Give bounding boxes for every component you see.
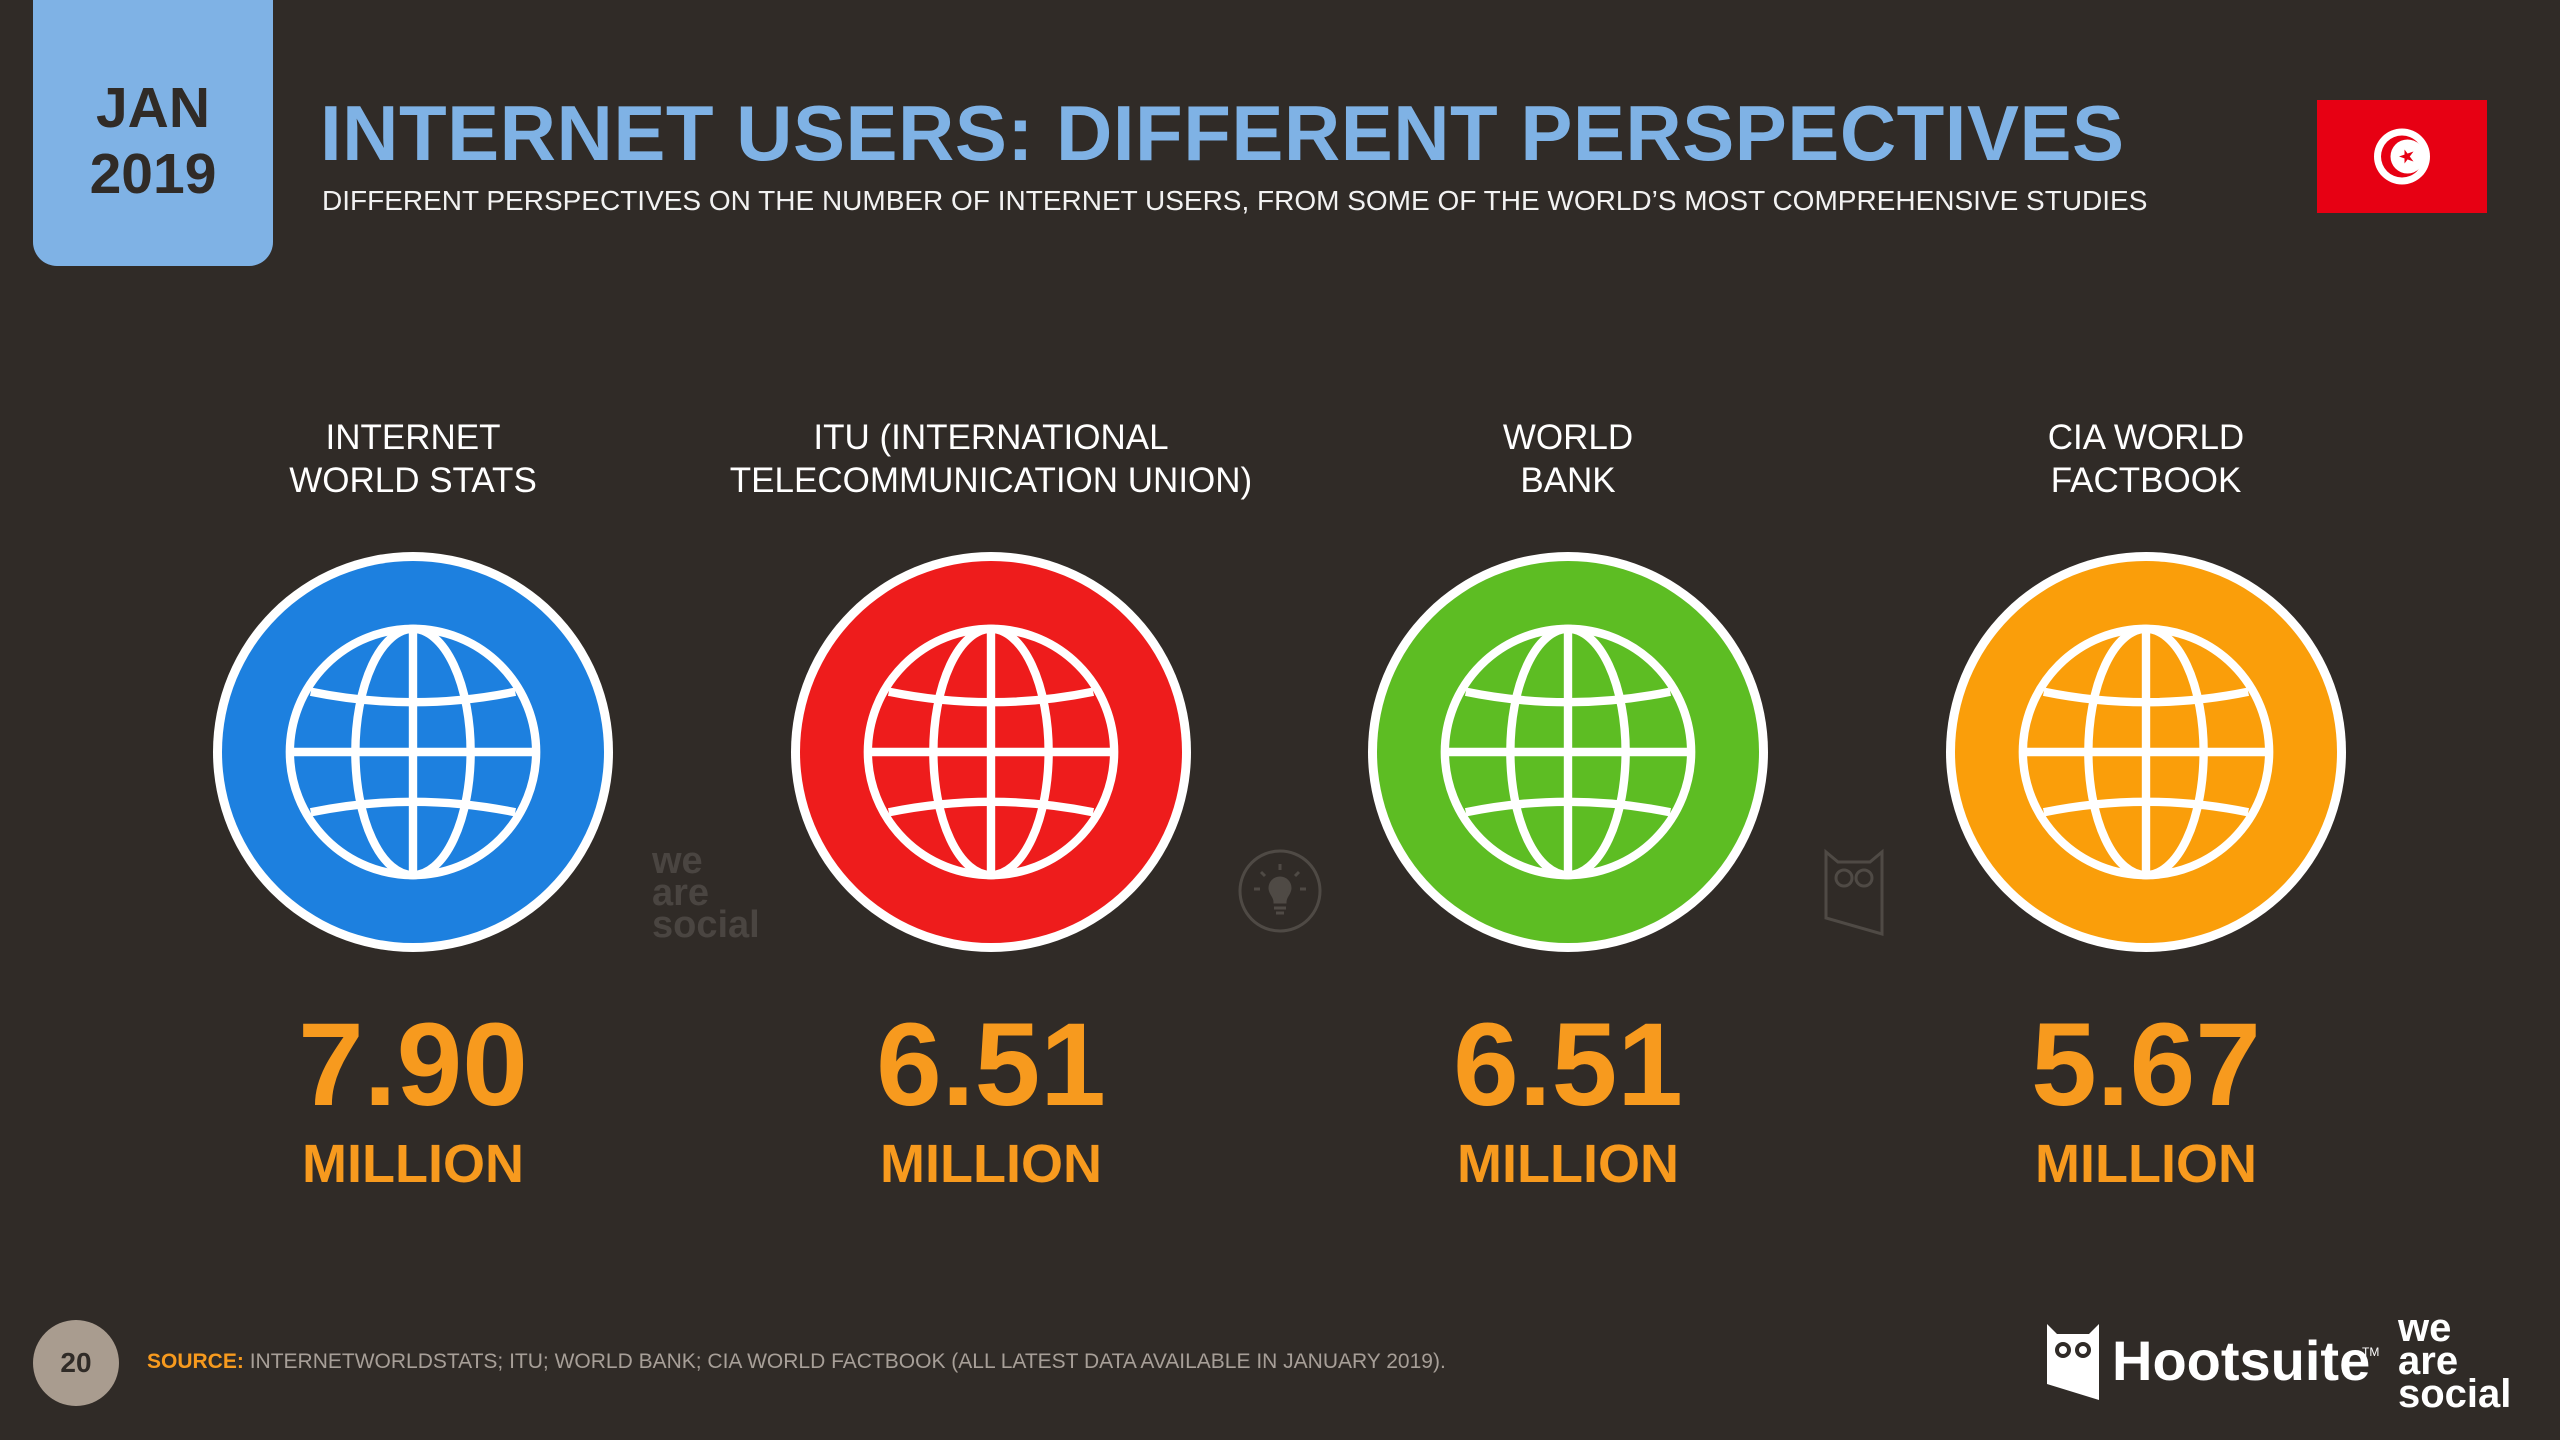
date-month: JAN — [95, 76, 211, 140]
source-label: WORLD BANK — [1288, 416, 1848, 502]
source-label-line2: BANK — [1520, 461, 1616, 500]
globe-icon — [1955, 561, 2337, 943]
tunisia-flag-icon — [2317, 100, 2487, 213]
we-are-social-logo: we are social — [2398, 1306, 2512, 1416]
source-circle — [213, 552, 613, 952]
source-label: ITU (INTERNATIONAL TELECOMMUNICATION UNI… — [711, 416, 1271, 502]
source-label-line2: WORLD STATS — [289, 461, 537, 500]
source-circle — [1946, 552, 2346, 952]
hootsuite-owl-logo — [2045, 1322, 2101, 1402]
user-count-unit: MILLION — [1457, 1134, 1679, 1194]
globe-icon — [222, 561, 604, 943]
source-circle — [1368, 552, 1768, 952]
source-label: SOURCE: — [147, 1350, 244, 1373]
page-title: INTERNET USERS: DIFFERENT PERSPECTIVES — [320, 89, 2125, 177]
user-count-unit: MILLION — [302, 1134, 524, 1194]
globe-icon — [1377, 561, 1759, 943]
date-year: 2019 — [89, 142, 217, 206]
we-are-social-watermark: we are social — [652, 840, 760, 946]
owl-icon — [1822, 848, 1886, 938]
logo-word: social — [2398, 1372, 2512, 1416]
source-label-line2: FACTBOOK — [2050, 461, 2242, 500]
source-label-line1: CIA WORLD — [2047, 418, 2245, 457]
source-label-line1: INTERNET — [325, 418, 501, 457]
globe-icon — [800, 561, 1182, 943]
source-label-line2: TELECOMMUNICATION UNION) — [729, 461, 1253, 500]
logo-word: are — [2398, 1339, 2459, 1383]
date-badge: JAN 2019 — [33, 0, 273, 266]
hootsuite-logo-text: Hootsuite — [2112, 1329, 2371, 1392]
source-label-line1: WORLD — [1502, 418, 1634, 457]
user-count-unit: MILLION — [880, 1134, 1102, 1194]
user-count-value: 6.51 — [876, 999, 1106, 1131]
page-number: 20 — [33, 1320, 119, 1406]
watermark-word: are — [652, 872, 710, 914]
user-count-unit: MILLION — [2035, 1134, 2257, 1194]
user-count-value: 5.67 — [2031, 999, 2261, 1131]
watermark-word: we — [652, 840, 703, 882]
source-text: INTERNETWORLDSTATS; ITU; WORLD BANK; CIA… — [249, 1350, 1446, 1373]
source-circle — [791, 552, 1191, 952]
watermark-word: social — [652, 904, 760, 946]
user-count-value: 6.51 — [1453, 999, 1683, 1131]
source-label-line1: ITU (INTERNATIONAL — [813, 418, 1169, 457]
trademark-mark: TM — [2362, 1345, 2380, 1359]
lightbulb-icon — [1237, 848, 1323, 934]
logo-word: we — [2398, 1306, 2452, 1350]
page-subtitle: DIFFERENT PERSPECTIVES ON THE NUMBER OF … — [322, 185, 2148, 216]
source-label: CIA WORLD FACTBOOK — [1866, 416, 2426, 502]
user-count-value: 7.90 — [298, 999, 528, 1131]
source-note: SOURCE: INTERNETWORLDSTATS; ITU; WORLD B… — [147, 1350, 1446, 1374]
source-label: INTERNET WORLD STATS — [133, 416, 693, 502]
